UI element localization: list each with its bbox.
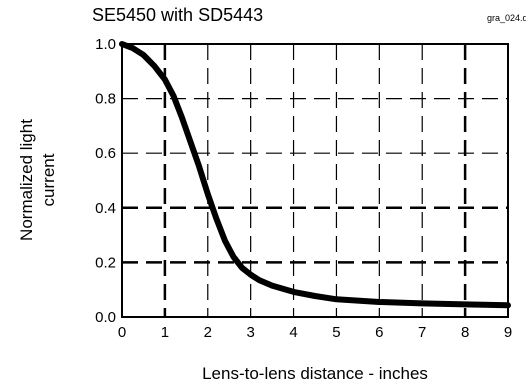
x-tick-label: 2	[204, 324, 212, 341]
series-layer	[119, 41, 511, 309]
y-tick-label: 1.0	[95, 36, 116, 53]
file-reference: gra_024.ds4	[487, 13, 526, 23]
series-line	[119, 41, 511, 309]
x-tick-label: 9	[504, 324, 512, 341]
y-tick-label: 0.4	[95, 200, 116, 217]
x-tick-label: 4	[289, 324, 297, 341]
y-axis-label-line-1: Normalized light	[17, 119, 36, 241]
x-tick-label: 3	[246, 324, 254, 341]
x-tick-label: 7	[418, 324, 426, 341]
plot-frame	[121, 43, 509, 318]
y-tick-label: 0.6	[95, 145, 116, 162]
y-tick-label: 0.0	[95, 309, 116, 326]
x-tick-label: 5	[332, 324, 340, 341]
y-tick-label: 0.8	[95, 91, 116, 108]
x-tick-labels: 0 1 2 3 4 5 6 7 8 9	[118, 324, 512, 341]
x-tick-label: 6	[375, 324, 383, 341]
gridlines	[122, 44, 508, 317]
x-tick-label: 0	[118, 324, 126, 341]
x-axis-label: Lens-to-lens distance - inches	[202, 364, 428, 383]
y-axis-label-line-2: current	[39, 153, 58, 206]
x-tick-label: 8	[461, 324, 469, 341]
chart-title: SE5450 with SD5443	[92, 5, 263, 25]
y-tick-label: 0.2	[95, 254, 116, 271]
x-tick-label: 1	[161, 324, 169, 341]
y-tick-labels: 0.0 0.2 0.4 0.6 0.8 1.0	[95, 36, 116, 326]
